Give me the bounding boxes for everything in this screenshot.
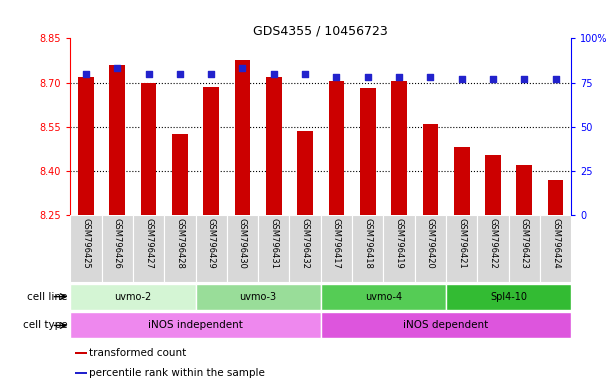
- Bar: [133, 215, 164, 282]
- Bar: [290, 215, 321, 282]
- Bar: [78, 77, 93, 215]
- Bar: [446, 215, 477, 282]
- Text: Spl4-10: Spl4-10: [490, 291, 527, 302]
- Text: GSM796425: GSM796425: [81, 218, 90, 269]
- Bar: [352, 215, 384, 282]
- Bar: [227, 215, 258, 282]
- Text: GSM796418: GSM796418: [364, 218, 372, 269]
- Text: cell line: cell line: [27, 291, 67, 302]
- Point: [457, 76, 467, 82]
- Text: GSM796426: GSM796426: [113, 218, 122, 269]
- Point: [363, 74, 373, 80]
- Point: [488, 76, 498, 82]
- Title: GDS4355 / 10456723: GDS4355 / 10456723: [254, 24, 388, 37]
- Bar: [75, 372, 87, 374]
- Text: iNOS independent: iNOS independent: [148, 320, 243, 331]
- Text: uvmo-3: uvmo-3: [240, 291, 277, 302]
- Bar: [477, 215, 509, 282]
- Text: transformed count: transformed count: [89, 348, 186, 358]
- Bar: [415, 215, 446, 282]
- Point: [332, 74, 342, 80]
- Bar: [321, 215, 352, 282]
- Bar: [446, 284, 571, 310]
- Bar: [391, 81, 407, 215]
- Bar: [196, 215, 227, 282]
- Bar: [70, 215, 101, 282]
- Text: GSM796419: GSM796419: [395, 218, 403, 269]
- Text: cell type: cell type: [23, 320, 67, 331]
- Bar: [101, 215, 133, 282]
- Text: uvmo-4: uvmo-4: [365, 291, 402, 302]
- Bar: [203, 87, 219, 215]
- Bar: [298, 131, 313, 215]
- Bar: [266, 77, 282, 215]
- Point: [238, 65, 247, 71]
- Text: GSM796428: GSM796428: [175, 218, 185, 269]
- Bar: [164, 215, 196, 282]
- Bar: [454, 147, 469, 215]
- Bar: [509, 215, 540, 282]
- Bar: [196, 284, 321, 310]
- Point: [519, 76, 529, 82]
- Bar: [540, 215, 571, 282]
- Point: [81, 71, 91, 77]
- Text: GSM796423: GSM796423: [520, 218, 529, 269]
- Bar: [235, 60, 251, 215]
- Point: [175, 71, 185, 77]
- Bar: [516, 165, 532, 215]
- Bar: [360, 88, 376, 215]
- Text: GSM796427: GSM796427: [144, 218, 153, 269]
- Bar: [258, 215, 290, 282]
- Bar: [548, 180, 563, 215]
- Point: [300, 71, 310, 77]
- Point: [269, 71, 279, 77]
- Text: GSM796432: GSM796432: [301, 218, 310, 269]
- Bar: [384, 215, 415, 282]
- Text: GSM796431: GSM796431: [269, 218, 278, 269]
- Bar: [141, 83, 156, 215]
- Bar: [321, 313, 571, 338]
- Text: GSM796417: GSM796417: [332, 218, 341, 269]
- Text: GSM796429: GSM796429: [207, 218, 216, 269]
- Point: [551, 76, 560, 82]
- Point: [394, 74, 404, 80]
- Point: [112, 65, 122, 71]
- Bar: [172, 134, 188, 215]
- Text: GSM796424: GSM796424: [551, 218, 560, 269]
- Point: [144, 71, 153, 77]
- Point: [425, 74, 435, 80]
- Bar: [423, 124, 438, 215]
- Bar: [329, 81, 344, 215]
- Bar: [70, 313, 321, 338]
- Point: [207, 71, 216, 77]
- Text: GSM796421: GSM796421: [457, 218, 466, 269]
- Bar: [109, 65, 125, 215]
- Bar: [485, 155, 501, 215]
- Bar: [321, 284, 446, 310]
- Text: uvmo-2: uvmo-2: [114, 291, 152, 302]
- Text: GSM796420: GSM796420: [426, 218, 435, 269]
- Text: iNOS dependent: iNOS dependent: [403, 320, 489, 331]
- Bar: [70, 284, 196, 310]
- Text: GSM796430: GSM796430: [238, 218, 247, 269]
- Text: percentile rank within the sample: percentile rank within the sample: [89, 368, 265, 378]
- Bar: [75, 352, 87, 354]
- Text: GSM796422: GSM796422: [489, 218, 497, 269]
